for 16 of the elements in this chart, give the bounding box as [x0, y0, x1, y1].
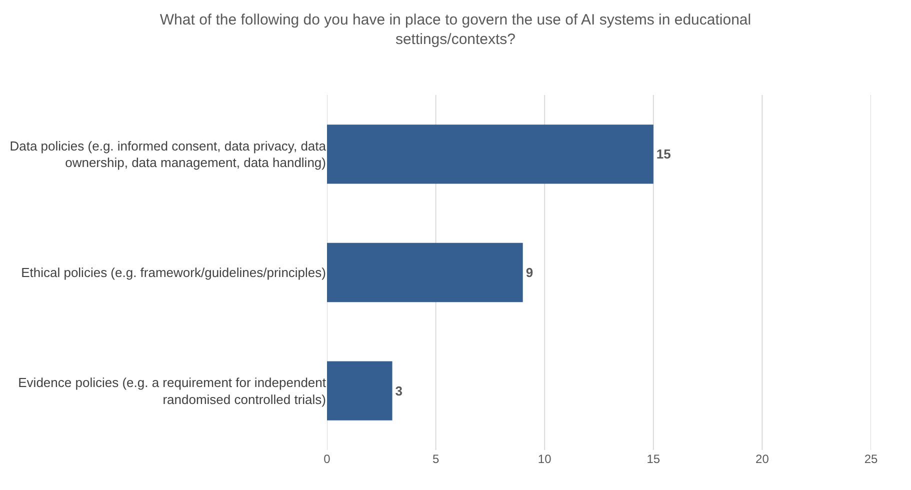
y-tick-label: Evidence policies (e.g. a requirement for independent randomised controlled trials)	[18, 374, 326, 407]
y-tick-label: Ethical policies (e.g. framework/guidelines/principles)	[21, 265, 326, 280]
chart-title: What of the following do you have in place to govern the use of AI systems in educational settings/contexts?	[160, 12, 752, 48]
x-tick-label: 0	[324, 452, 331, 466]
x-tick-label: 20	[756, 452, 770, 466]
x-tick-label: 5	[432, 452, 440, 466]
bar	[327, 242, 523, 302]
x-tick-label: 15	[646, 452, 660, 466]
y-tick-label: Data policies (e.g. informed consent, data privacy, data ownership, data management, data handling)	[10, 138, 327, 170]
bar	[327, 124, 654, 184]
x-tick-label: 25	[864, 452, 878, 466]
data-label: 15	[656, 146, 671, 162]
data-label: 3	[395, 383, 403, 398]
data-label: 9	[526, 265, 534, 280]
bar	[327, 361, 392, 420]
x-tick-label: 10	[538, 452, 552, 466]
